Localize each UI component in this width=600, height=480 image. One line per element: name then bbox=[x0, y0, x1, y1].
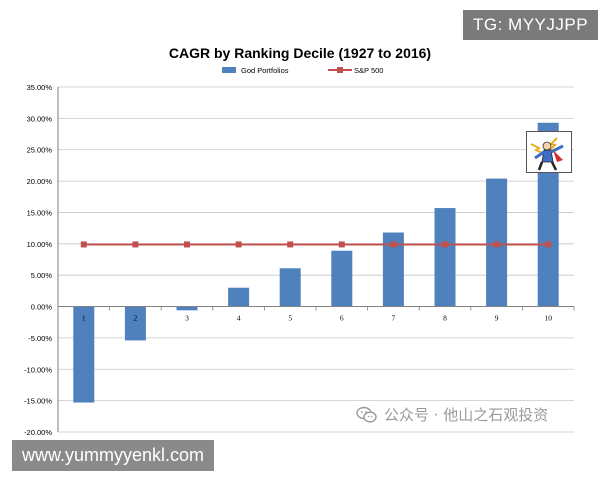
sp500-marker bbox=[545, 241, 552, 248]
y-tick-label: 0.00% bbox=[31, 303, 53, 312]
y-tick-label: -10.00% bbox=[24, 365, 52, 374]
y-tick-label: 25.00% bbox=[27, 146, 53, 155]
y-tick-label: 15.00% bbox=[27, 208, 53, 217]
x-tick-label: 5 bbox=[288, 314, 292, 323]
sp500-marker bbox=[80, 241, 87, 248]
sp500-marker bbox=[390, 241, 397, 248]
y-tick-label: 35.00% bbox=[27, 83, 53, 92]
plot-area: 35.00%30.00%25.00%20.00%15.00%10.00%5.00… bbox=[24, 83, 575, 437]
x-tick-label: 7 bbox=[392, 314, 396, 323]
chart-title: CAGR by Ranking Decile (1927 to 2016) bbox=[169, 45, 431, 61]
y-tick-label: 20.00% bbox=[27, 177, 53, 186]
legend-marker-sp500 bbox=[337, 67, 343, 73]
legend-swatch-god-portfolios bbox=[222, 67, 236, 73]
legend-label-sp500: S&P 500 bbox=[354, 66, 383, 75]
sp500-marker bbox=[132, 241, 139, 248]
bar bbox=[331, 250, 353, 307]
bar bbox=[434, 208, 456, 307]
y-tick-label: 5.00% bbox=[31, 271, 53, 280]
wechat-label: 公众号 · 他山之石观投资 bbox=[384, 406, 549, 424]
y-tick-label: 10.00% bbox=[27, 240, 53, 249]
site-watermark: www.yummyyenkl.com bbox=[12, 440, 215, 471]
legend: God Portfolios S&P 500 bbox=[222, 66, 383, 75]
x-tick-label: 4 bbox=[237, 314, 241, 323]
x-tick-label: 9 bbox=[495, 314, 499, 323]
x-tick-label: 1 bbox=[82, 314, 86, 323]
hero-figure-icon bbox=[530, 137, 564, 171]
wechat-watermark: 公众号 · 他山之石观投资 bbox=[356, 404, 548, 425]
hero-cartoon-image bbox=[526, 131, 572, 173]
sp500-marker bbox=[235, 241, 242, 248]
bar bbox=[228, 287, 250, 307]
x-tick-label: 6 bbox=[340, 314, 344, 323]
wechat-icon bbox=[356, 406, 377, 423]
bar bbox=[279, 268, 301, 307]
x-tick-label: 3 bbox=[185, 314, 189, 323]
legend-label-god-portfolios: God Portfolios bbox=[241, 66, 289, 75]
sp500-marker bbox=[338, 241, 345, 248]
x-tick-label: 2 bbox=[134, 314, 138, 323]
bar bbox=[124, 306, 146, 341]
sp500-marker bbox=[442, 241, 448, 248]
sp500-marker bbox=[493, 241, 500, 248]
tg-watermark: TG: MYYJJPP bbox=[463, 10, 599, 40]
sp500-marker bbox=[184, 241, 190, 248]
y-tick-label: 30.00% bbox=[27, 114, 53, 123]
y-tick-label: -5.00% bbox=[28, 334, 52, 343]
bar bbox=[382, 232, 404, 307]
x-tick-label: 10 bbox=[544, 314, 552, 323]
bar bbox=[176, 306, 198, 311]
x-tick-label: 8 bbox=[443, 314, 447, 323]
sp500-marker bbox=[287, 241, 294, 248]
y-tick-label: -20.00% bbox=[24, 428, 52, 437]
bar bbox=[73, 306, 95, 403]
y-tick-label: -15.00% bbox=[24, 397, 52, 406]
